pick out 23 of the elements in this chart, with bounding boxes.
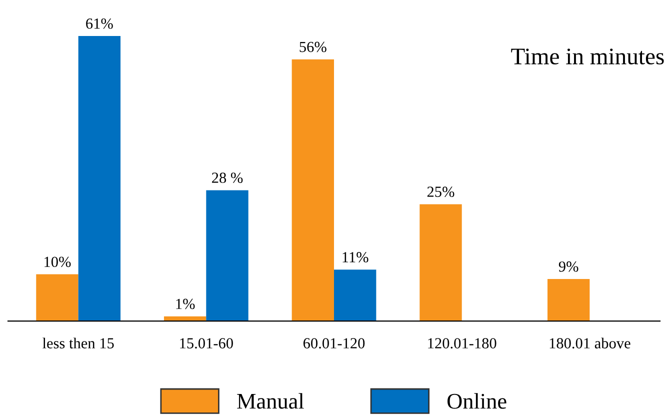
data-label: 56%: [300, 42, 326, 52]
x-tick-label: 60.01-120: [303, 338, 365, 349]
data-label: 10%: [44, 256, 71, 268]
x-tick-label: less then 15: [42, 338, 114, 348]
x-tick-label: 15.01-60: [180, 338, 233, 349]
data-label: 11%: [342, 252, 368, 262]
data-label: 9%: [558, 261, 578, 272]
legend-label: Manual: [237, 393, 304, 409]
bar: [36, 274, 78, 322]
bar: [334, 270, 376, 322]
data-label: 25%: [427, 186, 454, 197]
data-label: 61%: [86, 18, 113, 29]
x-tick-label: 120.01-180: [428, 338, 496, 349]
bar: [547, 278, 590, 322]
bar: [292, 59, 334, 322]
bar: [206, 190, 248, 322]
legend-label: Online: [448, 393, 506, 409]
bar: [420, 204, 462, 322]
data-label: 1%: [176, 298, 195, 310]
data-label: 28 %: [212, 172, 243, 183]
chart-title: Time in minutes: [511, 48, 664, 64]
bar: [78, 36, 121, 322]
x-tick-label: 180.01 above: [550, 338, 630, 349]
